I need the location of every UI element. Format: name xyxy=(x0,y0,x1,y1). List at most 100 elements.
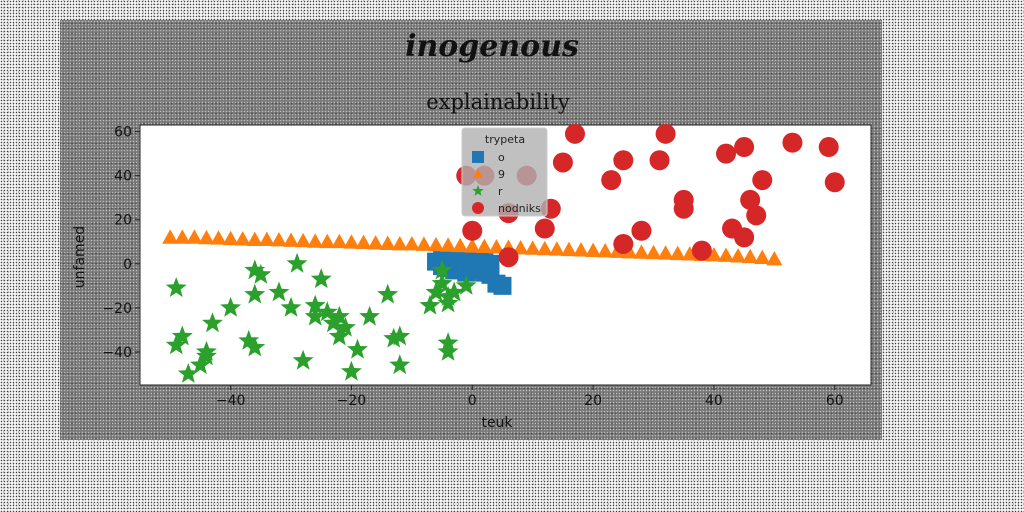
chart-canvas: inogenous explainability −40 −20 0 20 40 60 −… xyxy=(72,29,872,431)
data-point xyxy=(391,235,408,251)
data-point xyxy=(343,234,360,249)
data-point xyxy=(379,235,396,250)
legend-label: 9 xyxy=(498,168,505,181)
data-point xyxy=(268,281,290,302)
data-point xyxy=(734,137,755,158)
series-star xyxy=(165,252,477,383)
data-point xyxy=(431,272,453,293)
data-point xyxy=(718,247,735,262)
legend-label: o xyxy=(498,151,505,164)
data-point xyxy=(462,220,483,241)
data-point xyxy=(742,248,759,264)
data-point xyxy=(334,316,356,337)
legend-label: r xyxy=(498,185,503,198)
chart-suptitle: inogenous xyxy=(405,29,579,64)
data-point xyxy=(328,305,350,326)
data-point xyxy=(552,152,573,173)
data-point xyxy=(437,285,459,306)
data-point xyxy=(645,244,662,260)
data-point xyxy=(766,250,783,266)
legend-marker xyxy=(472,185,484,196)
data-point xyxy=(331,233,348,249)
y-tick-label: −40 xyxy=(102,345,132,361)
data-point xyxy=(283,232,300,247)
x-axis-label: teuk xyxy=(481,415,513,431)
data-point xyxy=(705,247,722,262)
data-point xyxy=(174,229,191,244)
data-point xyxy=(452,237,469,253)
data-point xyxy=(389,325,411,346)
data-point xyxy=(564,123,585,144)
data-point xyxy=(534,218,555,239)
data-point xyxy=(198,229,215,245)
data-point xyxy=(573,242,590,257)
y-tick-label: 20 xyxy=(114,213,132,229)
data-point xyxy=(222,230,239,246)
data-point xyxy=(246,231,263,246)
data-point xyxy=(455,274,477,295)
data-point xyxy=(655,123,676,144)
data-point xyxy=(367,235,384,250)
data-point xyxy=(270,232,287,247)
x-axis-ticks: −40 −20 0 20 40 60 xyxy=(216,385,844,409)
legend: trypeta o 9 r nodniks xyxy=(461,127,548,217)
data-point xyxy=(649,150,670,171)
data-point xyxy=(304,294,326,315)
data-point xyxy=(389,354,411,375)
data-point xyxy=(633,244,650,259)
legend-marker xyxy=(473,169,483,178)
data-point xyxy=(597,243,614,258)
data-point xyxy=(415,236,432,251)
data-point xyxy=(498,247,519,268)
data-point xyxy=(669,245,686,261)
data-point xyxy=(377,283,399,304)
data-point xyxy=(818,137,839,158)
data-point xyxy=(316,301,338,322)
data-point xyxy=(220,296,242,317)
chart-figure: inogenous explainability −40 −20 0 20 40 60 −… xyxy=(60,20,882,440)
legend-items: o 9 r nodniks xyxy=(472,151,541,215)
data-point xyxy=(512,239,529,255)
data-point xyxy=(419,294,441,315)
data-point xyxy=(310,268,332,289)
data-point xyxy=(752,170,773,191)
legend-label: nodniks xyxy=(498,202,541,215)
series-triangle xyxy=(162,229,783,266)
data-points xyxy=(162,123,845,383)
x-tick-label: 60 xyxy=(826,393,844,409)
data-point xyxy=(355,234,372,250)
data-point xyxy=(548,241,565,256)
data-point xyxy=(824,172,845,193)
data-point xyxy=(746,205,767,226)
data-point xyxy=(341,360,362,381)
legend-title: trypeta xyxy=(485,133,525,146)
data-point xyxy=(631,220,652,241)
x-tick-label: 20 xyxy=(584,393,602,409)
data-point xyxy=(304,305,326,326)
legend-marker xyxy=(472,151,484,163)
x-tick-label: −40 xyxy=(216,393,246,409)
data-point xyxy=(782,132,803,153)
y-tick-label: 0 xyxy=(123,257,132,273)
data-point xyxy=(716,143,737,164)
data-point xyxy=(476,238,493,254)
data-point xyxy=(681,246,698,261)
data-point xyxy=(165,277,187,297)
data-point xyxy=(359,305,380,326)
data-point xyxy=(162,229,179,244)
data-point xyxy=(322,312,344,333)
data-point xyxy=(258,231,275,246)
data-point xyxy=(177,363,199,383)
data-point xyxy=(691,240,712,261)
y-axis-label: unfamed xyxy=(72,226,88,288)
data-point xyxy=(734,227,755,248)
data-point xyxy=(307,233,324,248)
data-point xyxy=(347,338,368,359)
y-tick-label: 60 xyxy=(114,125,132,141)
data-point xyxy=(464,238,481,253)
data-point xyxy=(601,170,622,191)
data-point xyxy=(210,230,227,245)
y-tick-label: 40 xyxy=(114,169,132,185)
data-point xyxy=(244,283,266,304)
data-point xyxy=(234,231,251,246)
